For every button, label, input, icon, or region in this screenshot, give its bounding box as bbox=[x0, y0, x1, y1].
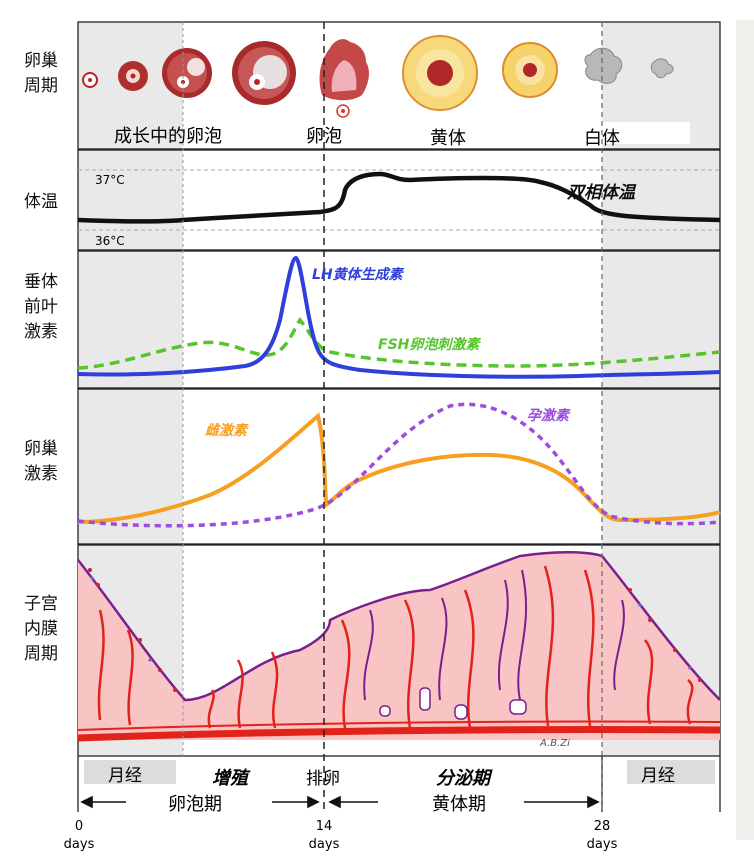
tick-day-28-value: 28 bbox=[593, 819, 611, 834]
label-ovhorm-line1: 卵巢 bbox=[24, 439, 58, 459]
label-pituitary-line1: 垂体 bbox=[24, 272, 58, 292]
artist-credit: A.B.Zi bbox=[540, 738, 570, 749]
proliferative-label: 增殖 bbox=[212, 768, 248, 789]
follicular-phase-arrow bbox=[80, 795, 320, 809]
menses-left-label: 月经 bbox=[108, 766, 142, 786]
tick-day-14: 14 days bbox=[306, 818, 342, 854]
luteal-phase-arrow bbox=[328, 795, 600, 809]
small-albicans-icon bbox=[650, 58, 674, 79]
secondary-follicle-icon bbox=[162, 48, 212, 98]
tick-day-0-unit: days bbox=[63, 837, 95, 852]
label-ovarian-line1: 卵巢 bbox=[24, 51, 58, 71]
shedding-debris bbox=[88, 568, 702, 692]
fsh-curve bbox=[77, 317, 721, 370]
tick-day-14-unit: days bbox=[308, 837, 340, 852]
corpus-albicans-label-bg bbox=[555, 122, 690, 144]
estrogen-label: 雌激素 bbox=[205, 423, 247, 439]
label-pituitary-line2: 前叶 bbox=[24, 297, 58, 317]
label-uterine-line2: 内膜 bbox=[24, 619, 58, 639]
lh-curve bbox=[77, 255, 721, 379]
fsh-label: FSH卵泡刺激素 bbox=[378, 337, 480, 353]
progesterone-label: 孕激素 bbox=[527, 408, 569, 424]
menses-left-box bbox=[84, 760, 176, 784]
tick-day-14-value: 14 bbox=[315, 819, 333, 834]
growing-follicle-label: 成长中的卵泡 bbox=[114, 126, 222, 147]
ovary-follicle-stages bbox=[82, 35, 674, 118]
regressing-luteum-icon bbox=[502, 42, 558, 98]
label-ovhorm-line2: 激素 bbox=[24, 464, 58, 484]
biphasic-temp-annotation: 双相体温 bbox=[567, 183, 635, 203]
menses-right-box bbox=[627, 760, 715, 784]
label-ovarian-cycle: 卵巢 周期 bbox=[24, 49, 58, 99]
label-body-temp: 体温 bbox=[24, 192, 58, 212]
ruptured-follicle-icon bbox=[319, 39, 369, 118]
follicle-label: 卵泡 bbox=[306, 126, 342, 147]
basal-body-temperature-curve bbox=[77, 171, 721, 224]
endometrium-illustration bbox=[77, 551, 721, 742]
primordial-follicle-icon bbox=[82, 72, 98, 88]
label-pituitary-line3: 激素 bbox=[24, 322, 58, 342]
corpus-luteum-label: 黄体 bbox=[430, 128, 466, 149]
progesterone-curve bbox=[77, 402, 721, 528]
tick-day-0-value: 0 bbox=[74, 819, 84, 834]
corpus-luteum-icon bbox=[402, 35, 478, 111]
label-uterine-line1: 子宫 bbox=[24, 594, 58, 614]
corpus-albicans-icon bbox=[584, 47, 623, 84]
luteal-phase-label: 黄体期 bbox=[432, 794, 486, 815]
temp-36-label: 36°C bbox=[95, 234, 125, 248]
label-uterine-line3: 周期 bbox=[24, 644, 58, 664]
tick-day-28-unit: days bbox=[586, 837, 618, 852]
label-ovarian-line2: 周期 bbox=[24, 76, 58, 96]
secretory-label: 分泌期 bbox=[436, 768, 490, 789]
temp-37-label: 37°C bbox=[95, 173, 125, 187]
label-pituitary: 垂体 前叶 激素 bbox=[24, 270, 58, 345]
corpus-albicans-label: 白体 bbox=[584, 128, 620, 149]
tick-day-0: 0 days bbox=[62, 818, 96, 854]
label-uterine-cycle: 子宫 内膜 周期 bbox=[24, 592, 58, 667]
menses-right-label: 月经 bbox=[641, 766, 675, 786]
lh-label: LH黄体生成素 bbox=[312, 267, 403, 283]
ovulation-label: 排卵 bbox=[306, 769, 340, 789]
label-ovarian-hormones: 卵巢 激素 bbox=[24, 437, 58, 487]
follicular-phase-label: 卵泡期 bbox=[168, 794, 222, 815]
antral-follicle-icon bbox=[232, 41, 296, 105]
primary-follicle-icon bbox=[118, 61, 148, 91]
tick-day-28: 28 days bbox=[584, 818, 620, 854]
